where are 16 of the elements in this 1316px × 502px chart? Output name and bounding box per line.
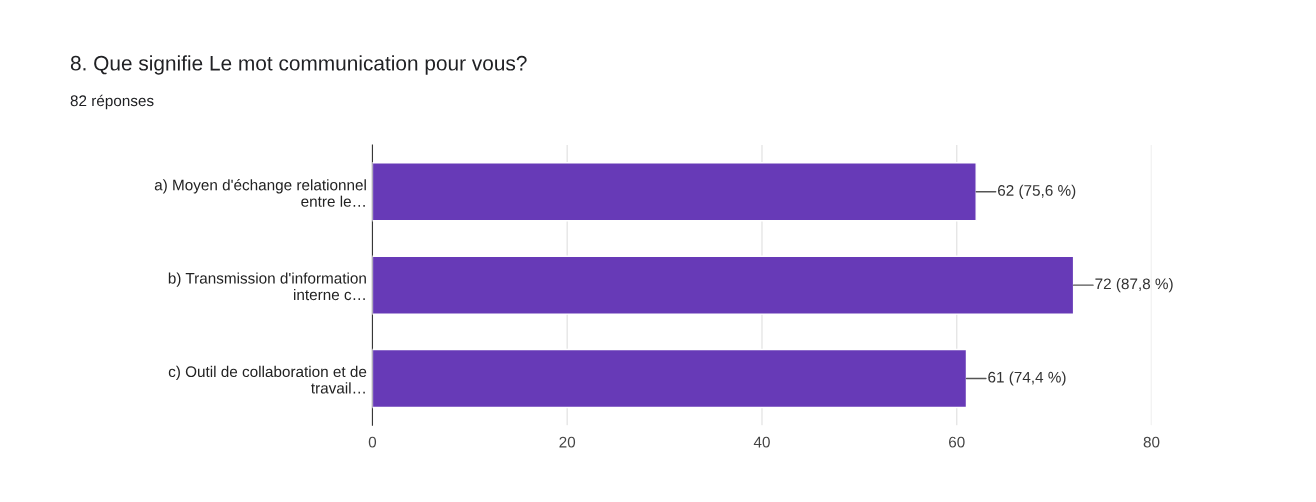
text: 82 réponses bbox=[70, 94, 154, 110]
x-tick-label: 80 bbox=[1143, 436, 1160, 448]
x-tick-label: 20 bbox=[559, 436, 576, 448]
y-tick-label: c) Outil de collaboration et de travail… bbox=[168, 365, 367, 394]
bar bbox=[372, 348, 968, 409]
x-tick-label: 60 bbox=[949, 436, 965, 448]
y-tick-label: a) Moyen d'échange relationnel entre le… bbox=[154, 179, 366, 207]
data-label: 72 (87,8 %) bbox=[1095, 278, 1173, 293]
y-tick-label: b) Transmission d'information interne c… bbox=[168, 272, 366, 301]
x-tick-label: 40 bbox=[753, 436, 770, 448]
data-label: 62 (75,6 %) bbox=[998, 184, 1076, 199]
bar bbox=[372, 255, 1075, 315]
data-label: 61 (74,4 %) bbox=[988, 371, 1066, 386]
chart-title: 8. Que signifie Le mot communication pour vous? bbox=[70, 55, 527, 75]
x-tick-label: 0 bbox=[368, 436, 377, 448]
bar bbox=[372, 162, 977, 222]
